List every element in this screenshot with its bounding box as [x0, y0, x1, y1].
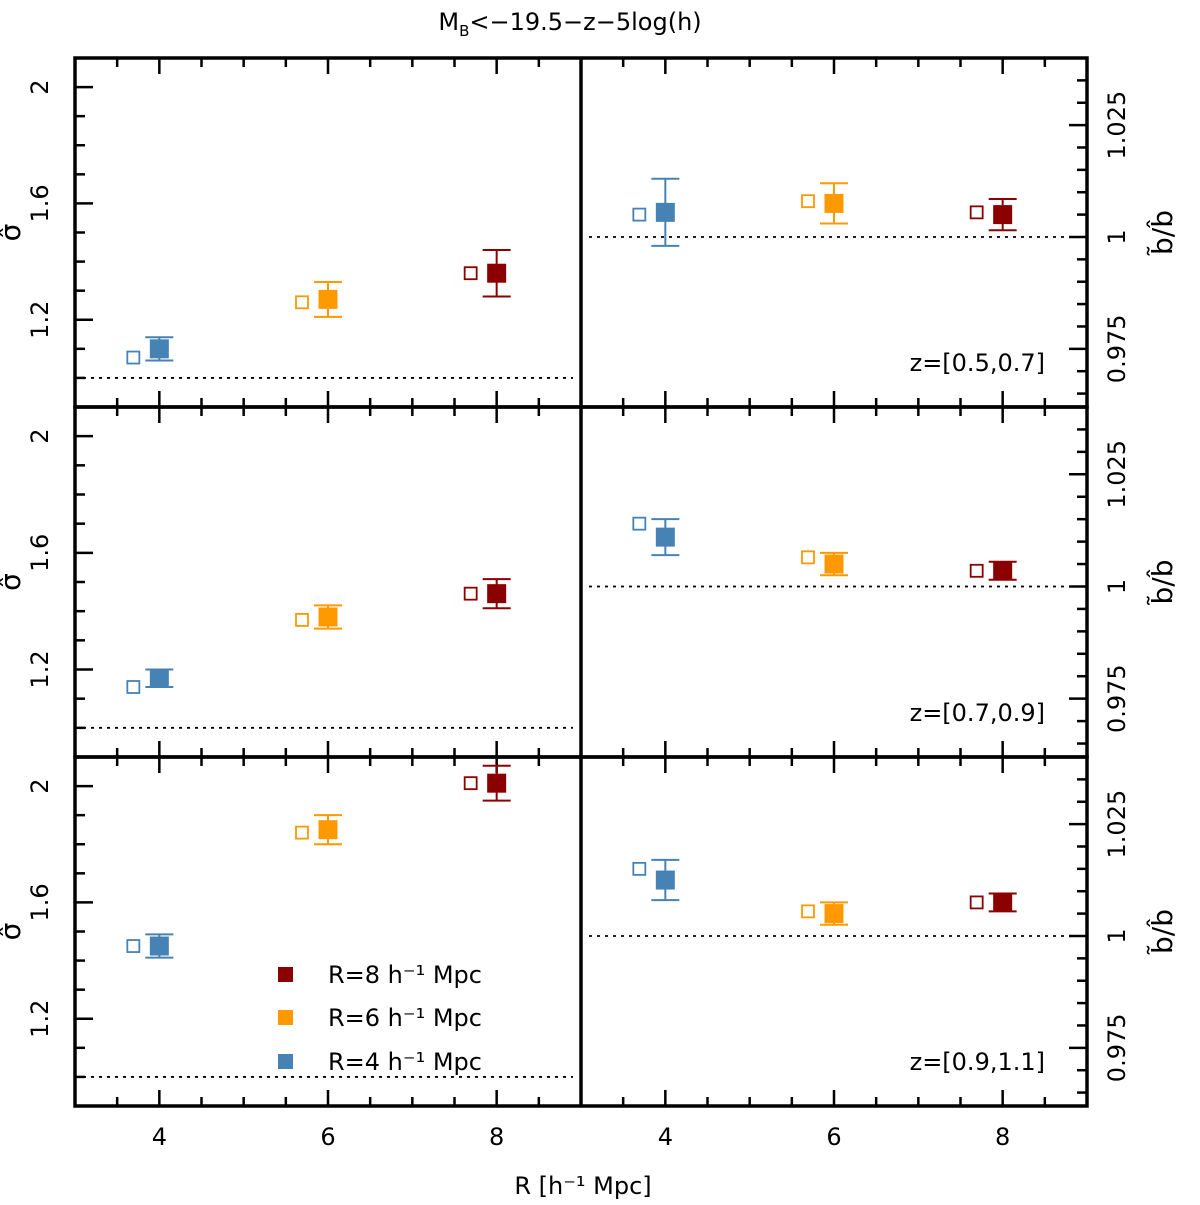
filled-point: [149, 339, 169, 359]
panel-right-row2: 0.975 1 1.025 b̃/b̂ 4 6 8 z=[0.9,1.1]: [589, 757, 1179, 1151]
y-tick-label: 2: [26, 778, 54, 793]
x-tick-label: 4: [152, 1123, 167, 1151]
open-point: [295, 295, 309, 310]
legend-swatch: [278, 1010, 293, 1025]
y-axis-label-left: σ̂: [0, 573, 27, 591]
filled-point: [318, 607, 338, 627]
y-axis-label-right: b̃/b̂: [1146, 560, 1179, 606]
y-tick-label-right: 0.975: [1103, 1013, 1131, 1082]
filled-point: [824, 554, 844, 574]
y-tick-label: 1.2: [26, 301, 54, 339]
open-point: [295, 613, 309, 627]
open-point: [632, 861, 647, 876]
y-tick-label: 1.2: [26, 650, 54, 688]
y-tick-label-right: 1: [1103, 229, 1131, 244]
y-tick-label: 2: [26, 429, 54, 444]
figure-title: MB<−19.5−z−5log(h): [438, 8, 701, 40]
open-point: [969, 563, 984, 578]
open-point: [463, 266, 478, 281]
open-point: [632, 516, 647, 531]
title-main: M: [438, 8, 459, 36]
y-tick-label: 2: [26, 79, 54, 94]
panel-right-row1: 0.975 1 1.025 b̃/b̂ z=[0.7,0.9]: [589, 407, 1179, 757]
open-point: [969, 895, 984, 910]
open-point: [126, 939, 141, 953]
y-tick-label-right: 0.975: [1103, 314, 1131, 383]
redshift-annotation: z=[0.7,0.9]: [910, 699, 1045, 727]
x-axis-label: R [h⁻¹ Mpc]: [514, 1172, 651, 1200]
open-point: [801, 550, 815, 565]
y-tick-label-right: 1.025: [1103, 440, 1131, 509]
open-point: [295, 825, 309, 840]
x-tick-label: 6: [826, 1123, 841, 1151]
x-tick-label: 8: [995, 1123, 1010, 1151]
open-point: [463, 586, 478, 601]
panel-left-row2: 1.2 1.6 2 σ̂ 4 6 8: [0, 757, 573, 1151]
y-axis-label-right: b̃/b̂: [1146, 909, 1179, 955]
filled-point: [487, 584, 507, 604]
y-tick-label: 1.2: [26, 1000, 54, 1038]
open-point: [463, 776, 478, 791]
filled-point: [487, 773, 507, 793]
y-axis-label-left: σ̂: [0, 224, 27, 242]
filled-point: [318, 289, 338, 309]
open-point: [126, 350, 141, 365]
redshift-annotation: z=[0.5,0.7]: [910, 349, 1045, 377]
legend-swatch: [278, 1054, 293, 1069]
filled-point: [149, 936, 169, 956]
legend-swatch: [278, 967, 293, 982]
x-tick-label: 8: [489, 1123, 504, 1151]
y-axis-label-right: b̃/b̂: [1146, 210, 1179, 256]
open-point: [126, 680, 141, 694]
panel-left-row1: 1.2 1.6 2 σ̂: [0, 407, 573, 757]
title-rest: <−19.5−z−5log(h): [469, 8, 701, 36]
filled-point: [824, 904, 844, 924]
filled-point: [318, 820, 338, 840]
open-point: [969, 205, 984, 220]
x-tick-label: 4: [658, 1123, 673, 1151]
y-tick-label: 1.6: [26, 184, 54, 222]
title-subscript: B: [459, 22, 469, 40]
open-point: [632, 207, 647, 222]
open-point: [801, 194, 815, 209]
legend-label: R=8 h⁻¹ Mpc: [328, 961, 482, 989]
filled-point: [487, 263, 507, 283]
filled-point: [149, 668, 169, 688]
panel-right-row0: 0.975 1 1.025 b̃/b̂ z=[0.5,0.7]: [589, 58, 1179, 407]
open-point: [801, 904, 815, 919]
y-tick-label: 1.6: [26, 534, 54, 572]
filled-point: [655, 527, 675, 547]
y-tick-label-right: 1: [1103, 928, 1131, 943]
filled-point: [655, 870, 675, 890]
y-tick-label-right: 0.975: [1103, 664, 1131, 733]
filled-point: [824, 193, 844, 213]
y-tick-label-right: 1: [1103, 579, 1131, 594]
legend: R=8 h⁻¹ Mpc R=6 h⁻¹ Mpc R=4 h⁻¹ Mpc: [278, 961, 482, 1076]
legend-label: R=4 h⁻¹ Mpc: [328, 1048, 482, 1076]
legend-label: R=6 h⁻¹ Mpc: [328, 1004, 482, 1032]
redshift-annotation: z=[0.9,1.1]: [910, 1048, 1045, 1076]
y-tick-label-right: 1.025: [1103, 91, 1131, 160]
filled-point: [655, 202, 675, 222]
panel-left-row0: 1.2 1.6 2 σ̂: [0, 58, 573, 407]
filled-point: [993, 892, 1013, 912]
y-tick-label-right: 1.025: [1103, 790, 1131, 859]
filled-point: [993, 205, 1013, 225]
x-tick-label: 6: [320, 1123, 335, 1151]
filled-point: [993, 561, 1013, 581]
y-axis-label-left: σ̂: [0, 923, 27, 941]
y-tick-label: 1.6: [26, 883, 54, 921]
panels: 1.21.62σ̂0.97511.025b̃/b̂z=[0.5,0.7]1.21…: [0, 56, 1179, 1151]
